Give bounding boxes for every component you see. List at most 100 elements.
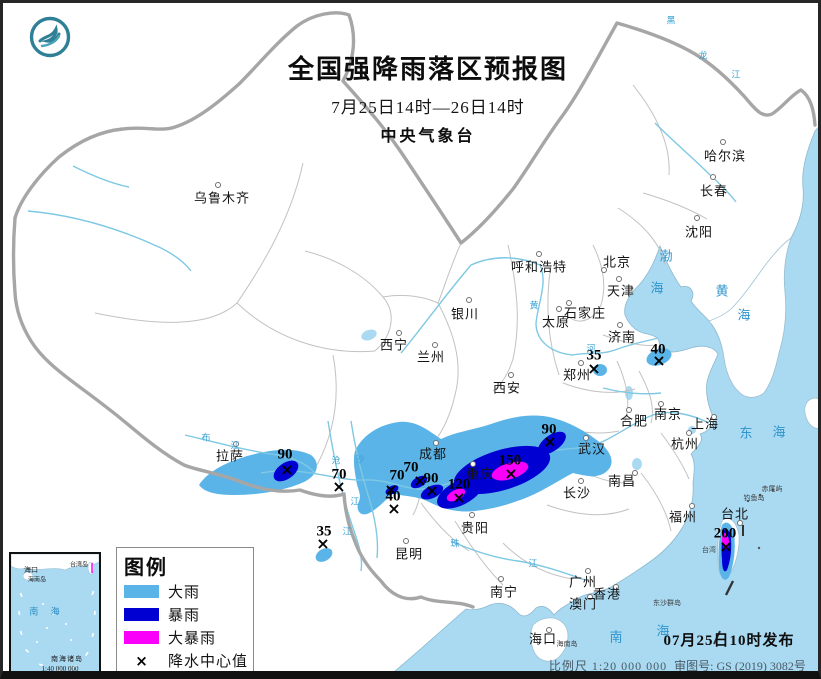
city-marker <box>720 139 726 145</box>
cma-logo-icon <box>29 16 71 58</box>
legend-rows: 大雨暴雨大暴雨 <box>124 580 253 649</box>
precip-center-label: 降水中心值 <box>168 654 249 670</box>
river-name-label: 江 <box>230 440 240 451</box>
city-marker <box>498 576 504 582</box>
rain-center-value: 90 <box>423 470 439 487</box>
sea-name-label: 海 <box>737 307 751 323</box>
city-marker <box>587 594 593 600</box>
city-label: 天津 <box>606 283 636 299</box>
city-marker <box>585 568 591 574</box>
sea-name-label: 海 <box>650 280 664 296</box>
city-label: 乌鲁木齐 <box>193 190 251 206</box>
sea-name-label: 海 <box>772 424 786 440</box>
city-marker <box>233 441 239 447</box>
river-name-label: 布 <box>201 432 211 443</box>
city-label: 呼和浩特 <box>510 259 568 275</box>
rain-center-value: 70 <box>403 459 419 476</box>
rain-center-value: 150 <box>498 452 522 469</box>
rain-center-value: 90 <box>277 446 293 463</box>
national-border <box>11 11 817 609</box>
island-marks <box>713 488 775 645</box>
island-name-label: 东沙群岛 <box>653 599 681 607</box>
rain-center-x-icon: × <box>413 471 427 490</box>
rain-center-value: 200 <box>713 525 737 542</box>
rain-center-x-icon: × <box>387 499 401 518</box>
rain-center-x-icon: × <box>280 460 294 479</box>
sea-name-label: 南 <box>609 629 623 645</box>
city-label: 香港 <box>592 586 622 602</box>
island-name-label: 台湾 <box>702 546 716 554</box>
legend-row: 大暴雨 <box>124 626 253 649</box>
rain-center-x-icon: × <box>504 464 518 483</box>
city-label: 广州 <box>568 574 598 590</box>
legend-color-swatch <box>124 608 159 621</box>
legend-row: 大雨 <box>124 580 253 603</box>
rain-center-value: 35 <box>586 347 602 364</box>
rain-heavy-storm <box>446 461 730 549</box>
map-labels-layer: 乌鲁木齐 哈尔滨 长春 沈阳 北京 天津 呼和浩特 银川 太原 石家庄 济南 西宁 兰州 西安 郑州 合肥 南京… <box>3 3 818 671</box>
city-label: 南京 <box>653 406 683 422</box>
city-label: 澳门 <box>568 596 598 612</box>
city-label: 长春 <box>699 183 729 199</box>
city-label: 郑州 <box>562 367 592 383</box>
rain-center-value: 40 <box>385 488 401 505</box>
city-marker <box>710 174 716 180</box>
river-name-label: 沙 <box>355 454 365 465</box>
x-marker-icon: × <box>135 651 148 670</box>
city-marker <box>601 267 607 273</box>
rain-center-value: 70 <box>331 466 347 483</box>
city-marker <box>626 407 632 413</box>
city-label: 济南 <box>607 329 637 345</box>
river-name-label: 黑 <box>666 15 676 26</box>
legend-box: 图例 大雨 暴雨 大暴雨 × 降水中心值 <box>116 547 254 671</box>
legend-item-label: 大暴雨 <box>168 631 217 647</box>
city-label: 西安 <box>492 380 522 396</box>
city-label: 海口 <box>528 631 558 647</box>
legend-color-swatch <box>124 631 159 644</box>
city-label: 石家庄 <box>563 305 607 321</box>
city-label: 哈尔滨 <box>703 148 747 164</box>
city-label: 南昌 <box>607 473 637 489</box>
city-label: 南宁 <box>489 584 519 600</box>
city-marker <box>578 360 584 366</box>
city-label: 兰州 <box>416 349 446 365</box>
city-marker <box>546 627 552 633</box>
city-marker <box>432 342 438 348</box>
legend-color-swatch <box>124 585 159 598</box>
city-label: 昆明 <box>394 546 424 562</box>
city-marker <box>689 503 695 509</box>
city-label: 重庆 <box>465 466 495 482</box>
inset-label: 海口 <box>24 566 38 574</box>
inset-label: 南海诸岛 <box>51 655 83 663</box>
city-marker <box>466 297 472 303</box>
inset-label: 台湾岛 <box>69 562 89 569</box>
city-marker <box>536 251 542 257</box>
sea-name-label: 渤 <box>659 248 673 264</box>
rain-center-value: 40 <box>650 341 666 358</box>
city-marker <box>711 414 717 420</box>
river-name-label: 江 <box>342 526 352 537</box>
legend-item-label: 暴雨 <box>168 608 201 624</box>
river-name-label: 江 <box>350 496 360 507</box>
legend-row-precip-center: × 降水中心值 <box>124 649 253 671</box>
inset-label: 1:40 000 000 <box>41 665 79 673</box>
issue-time: 07月25日10时发布 <box>663 633 795 649</box>
page-title: 全国强降雨落区预报图 <box>287 55 568 84</box>
city-marker <box>508 372 514 378</box>
river-name-label: 龙 <box>698 50 708 61</box>
rain-center-value: 70 <box>389 467 405 484</box>
rain-center-x-icon: × <box>425 481 439 500</box>
river-name-label: 江 <box>731 69 741 80</box>
rain-center-x-icon: × <box>719 537 733 556</box>
island-name-label: 钓鱼岛 <box>743 494 765 502</box>
city-label: 贵阳 <box>460 520 490 536</box>
city-label: 西宁 <box>379 337 409 353</box>
city-label: 长沙 <box>562 485 592 501</box>
island-name-label: 海南岛 <box>556 640 578 648</box>
city-marker <box>556 306 562 312</box>
title-block: 全国强降雨落区预报图 7月25日14时—26日14时 中央气象台 <box>238 49 618 146</box>
province-borders <box>94 84 708 586</box>
legend-row: 暴雨 <box>124 603 253 626</box>
city-label: 杭州 <box>670 436 700 452</box>
river-name-label: 珠 <box>450 538 460 549</box>
